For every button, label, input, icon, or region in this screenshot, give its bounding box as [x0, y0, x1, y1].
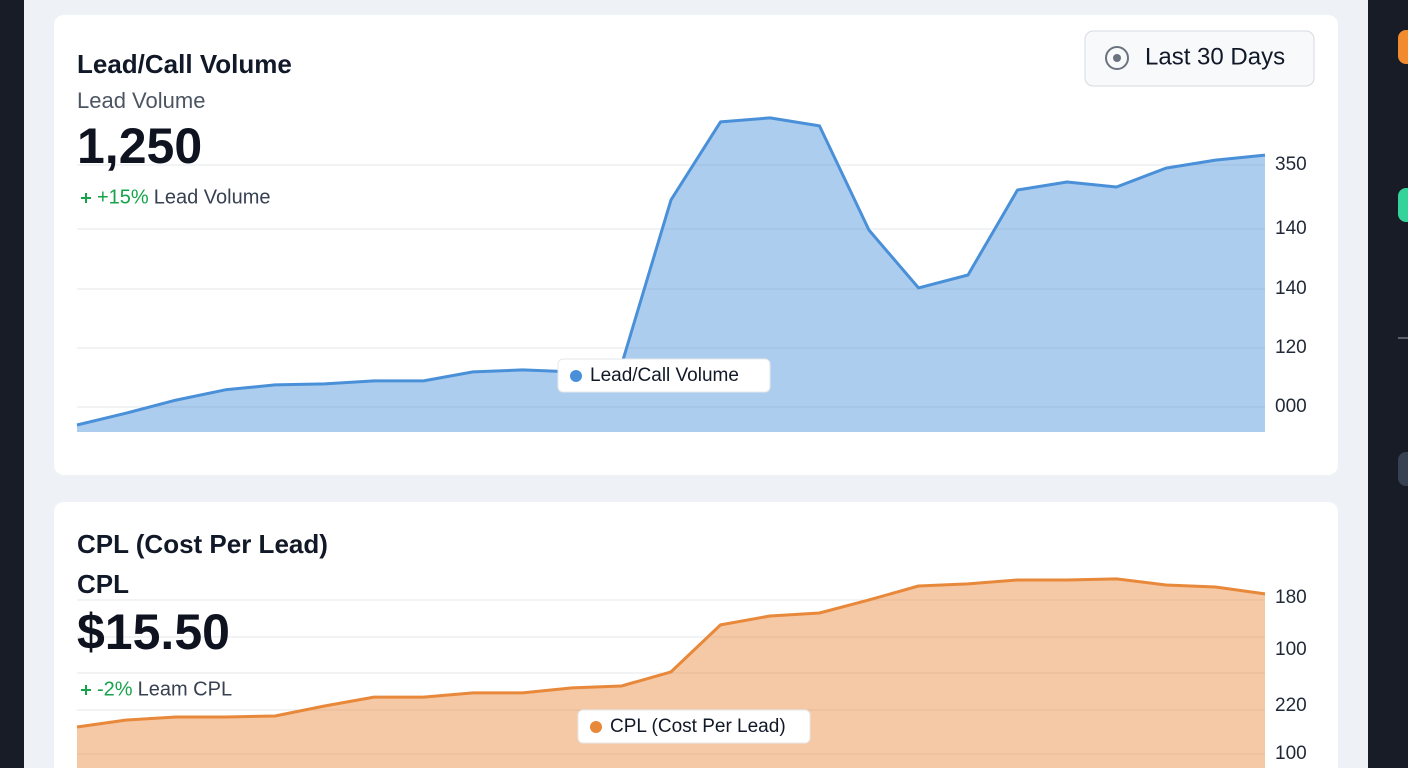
button-label: Last 30 Days	[1145, 43, 1285, 70]
card-bg	[54, 15, 1338, 475]
legend-label: Lead/Call Volume	[590, 365, 739, 386]
y-axis-label: 140	[1275, 218, 1307, 239]
y-axis-label: 140	[1275, 278, 1307, 299]
delta-label: Lead Volume	[154, 186, 271, 208]
metric-value: 1,250	[77, 118, 202, 174]
y-axis-label: 100	[1275, 639, 1307, 660]
card-bg	[54, 502, 1338, 768]
y-axis-label: 350	[1275, 154, 1307, 175]
y-axis-label: 180	[1275, 587, 1307, 608]
delta-icon	[81, 193, 91, 203]
card: Lead/Call Volume 350 140 140 120 000 Lead/Call…	[54, 15, 1338, 475]
legend-chip	[577, 709, 811, 744]
y-axis-label: 000	[1275, 396, 1307, 417]
y-axis-label: 100	[1275, 743, 1307, 764]
legend-chip	[557, 358, 771, 393]
legend-dot	[570, 370, 582, 382]
sidebar-badge	[1398, 452, 1408, 486]
delta-icon	[81, 685, 91, 695]
button-bg	[1084, 30, 1315, 87]
card: CPL (Cost Per Lead) 180 100 220 100 CPL (Cost…	[54, 502, 1338, 768]
area-line	[76, 577, 1266, 729]
card-title: CPL (Cost Per Lead)	[77, 529, 328, 559]
metric-value: $15.50	[77, 604, 230, 660]
delta-value: +15%	[97, 186, 149, 208]
button-icon-dot	[1113, 54, 1121, 62]
area-fill	[77, 117, 1265, 433]
area-line	[76, 116, 1266, 427]
metric-label: CPL	[77, 569, 129, 599]
y-axis-label: 220	[1275, 695, 1307, 716]
button-icon	[1105, 46, 1129, 70]
card-title: Lead/Call Volume	[77, 49, 292, 79]
sidebar-badge	[1398, 30, 1408, 64]
sidebar-badge	[1398, 188, 1408, 222]
y-axis-label: 120	[1275, 337, 1307, 358]
delta-value: -2%	[97, 678, 133, 700]
metric-label: Lead Volume	[77, 88, 205, 113]
legend-dot	[590, 721, 602, 733]
delta-label: Leam CPL	[138, 678, 233, 700]
legend-label: CPL (Cost Per Lead)	[610, 716, 786, 737]
date-filter-button[interactable]: Last 30 Days	[1084, 30, 1315, 87]
